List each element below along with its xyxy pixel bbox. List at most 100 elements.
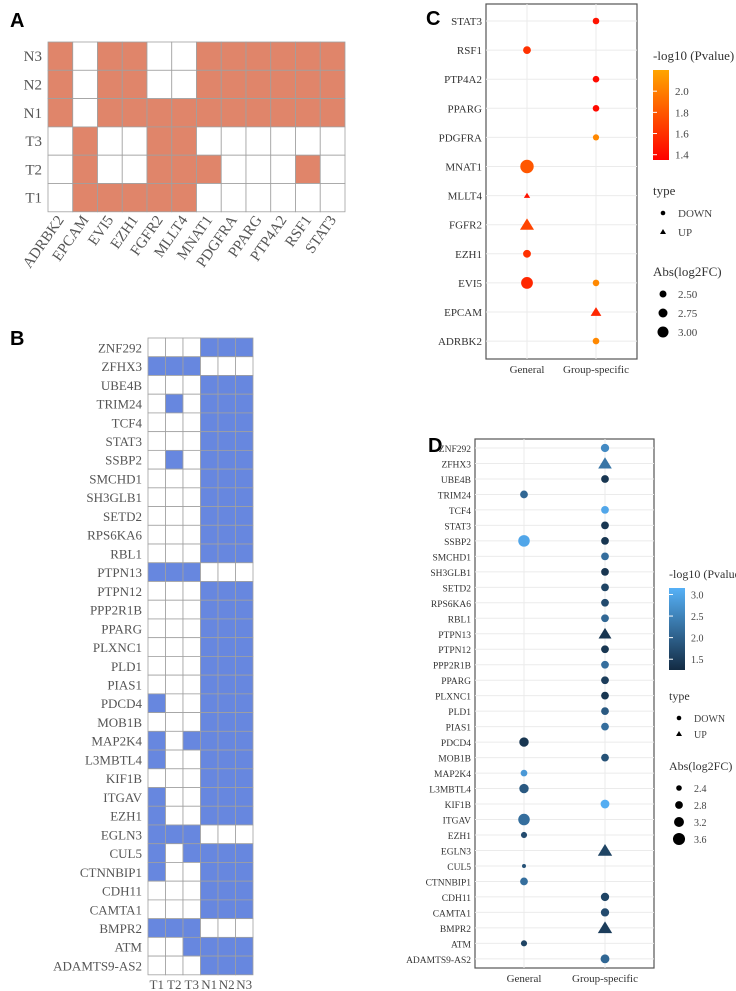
heatmap-cell bbox=[165, 618, 184, 639]
heatmap-cell bbox=[200, 581, 219, 601]
y-tick-label: STAT3 bbox=[444, 522, 471, 532]
heatmap-cell bbox=[295, 98, 321, 128]
y-tick-label: SETD2 bbox=[443, 584, 472, 594]
heatmap-cell bbox=[270, 154, 296, 184]
heatmap-cell bbox=[165, 674, 184, 695]
heatmap-cell bbox=[200, 805, 219, 826]
color-bar bbox=[669, 588, 685, 670]
legend-triangle-icon bbox=[676, 731, 682, 736]
heatmap-cell bbox=[165, 805, 184, 826]
heatmap-cell bbox=[182, 955, 201, 976]
heatmap-cell bbox=[200, 693, 219, 713]
y-tick-label: EPCAM bbox=[444, 307, 482, 319]
point-down-circle bbox=[601, 567, 609, 576]
size-legend-circle bbox=[657, 326, 669, 338]
heatmap-cell bbox=[182, 768, 201, 788]
row-label: CUL5 bbox=[110, 846, 143, 861]
size-legend-label: 2.8 bbox=[694, 801, 707, 812]
heatmap-cell bbox=[182, 581, 201, 601]
heatmap-cell bbox=[165, 524, 184, 545]
heatmap-cell bbox=[121, 126, 148, 156]
heatmap-cell bbox=[182, 674, 201, 695]
heatmap-cell bbox=[217, 955, 236, 976]
heatmap-cell bbox=[165, 356, 184, 376]
heatmap-cell bbox=[217, 768, 236, 788]
y-tick-label: CUL5 bbox=[447, 863, 471, 873]
point-down-circle bbox=[601, 707, 609, 716]
heatmap-cell bbox=[182, 787, 201, 807]
heatmap-cell bbox=[171, 183, 197, 213]
y-tick-label: PPP2R1B bbox=[433, 662, 471, 672]
heatmap-cell bbox=[182, 712, 201, 732]
y-tick-label: EZH1 bbox=[448, 832, 471, 842]
column-label: T3 bbox=[185, 977, 199, 991]
heatmap-cell bbox=[165, 375, 184, 395]
heatmap-cell bbox=[200, 918, 219, 938]
heatmap-cell bbox=[235, 899, 254, 920]
point-down-circle bbox=[519, 783, 529, 794]
heatmap-cell bbox=[147, 524, 166, 545]
heatmap-cell bbox=[196, 98, 222, 128]
row-label: PPARG bbox=[101, 621, 142, 636]
heatmap-cell bbox=[165, 393, 184, 414]
color-bar-label: 2.5 bbox=[691, 612, 704, 623]
color-bar bbox=[653, 70, 669, 160]
heatmap-cell bbox=[165, 899, 184, 920]
heatmap-cell bbox=[200, 862, 219, 882]
y-tick-label: PIAS1 bbox=[446, 724, 472, 734]
heatmap-cell bbox=[72, 154, 98, 184]
shape-legend-label: DOWN bbox=[678, 208, 712, 220]
heatmap-cell bbox=[270, 183, 296, 213]
heatmap-cell bbox=[200, 506, 219, 526]
heatmap-cell bbox=[217, 375, 236, 395]
y-tick-label: SSBP2 bbox=[444, 538, 471, 548]
point-down-circle bbox=[523, 46, 531, 54]
column-label: N3 bbox=[236, 977, 252, 991]
heatmap-cell bbox=[235, 543, 254, 564]
heatmap-cell bbox=[200, 543, 219, 564]
heatmap-cell bbox=[146, 41, 173, 71]
row-label: SETD2 bbox=[103, 509, 142, 524]
heatmap-cell bbox=[147, 862, 166, 882]
heatmap-cell bbox=[245, 183, 272, 213]
heatmap-cell bbox=[97, 154, 123, 184]
point-up-triangle bbox=[519, 218, 535, 230]
size-legend-label: 3.00 bbox=[678, 327, 698, 339]
point-down-circle bbox=[522, 863, 526, 868]
heatmap-cell bbox=[147, 562, 166, 582]
heatmap-cell bbox=[147, 936, 166, 957]
y-tick-label: RBL1 bbox=[448, 615, 471, 625]
heatmap-cell bbox=[147, 599, 166, 620]
heatmap-cell bbox=[217, 749, 236, 770]
heatmap-cell bbox=[165, 487, 184, 507]
legend-circle-icon bbox=[660, 210, 666, 216]
row-label: PPP2R1B bbox=[90, 603, 142, 618]
heatmap-cell bbox=[121, 154, 148, 184]
y-tick-label: PPARG bbox=[441, 677, 471, 687]
point-down-circle bbox=[600, 954, 610, 964]
heatmap-cell bbox=[235, 562, 254, 582]
heatmap-cell bbox=[235, 524, 254, 545]
row-label: SMCHD1 bbox=[89, 471, 142, 486]
row-label: L3MBTL4 bbox=[85, 752, 143, 767]
heatmap-cell bbox=[182, 618, 201, 639]
heatmap-cell bbox=[235, 375, 254, 395]
heatmap-cell bbox=[200, 768, 219, 788]
y-tick-label: STAT3 bbox=[451, 16, 482, 28]
heatmap-cell bbox=[165, 337, 184, 358]
y-tick-label: PPARG bbox=[448, 103, 483, 115]
row-label: MOB1B bbox=[97, 715, 142, 730]
point-down-circle bbox=[520, 769, 528, 777]
heatmap-cell bbox=[165, 637, 184, 657]
color-bar-label: 1.5 bbox=[691, 655, 704, 666]
heatmap-cell bbox=[97, 41, 123, 71]
column-label: N2 bbox=[219, 977, 235, 991]
point-down-circle bbox=[523, 249, 531, 258]
color-legend-title: -log10 (Pvalue) bbox=[653, 48, 734, 63]
heatmap-cell bbox=[200, 393, 219, 414]
row-label: EGLN3 bbox=[101, 827, 142, 842]
point-down-circle bbox=[601, 521, 609, 530]
heatmap-cell bbox=[200, 599, 219, 620]
heatmap-cell bbox=[182, 337, 201, 358]
